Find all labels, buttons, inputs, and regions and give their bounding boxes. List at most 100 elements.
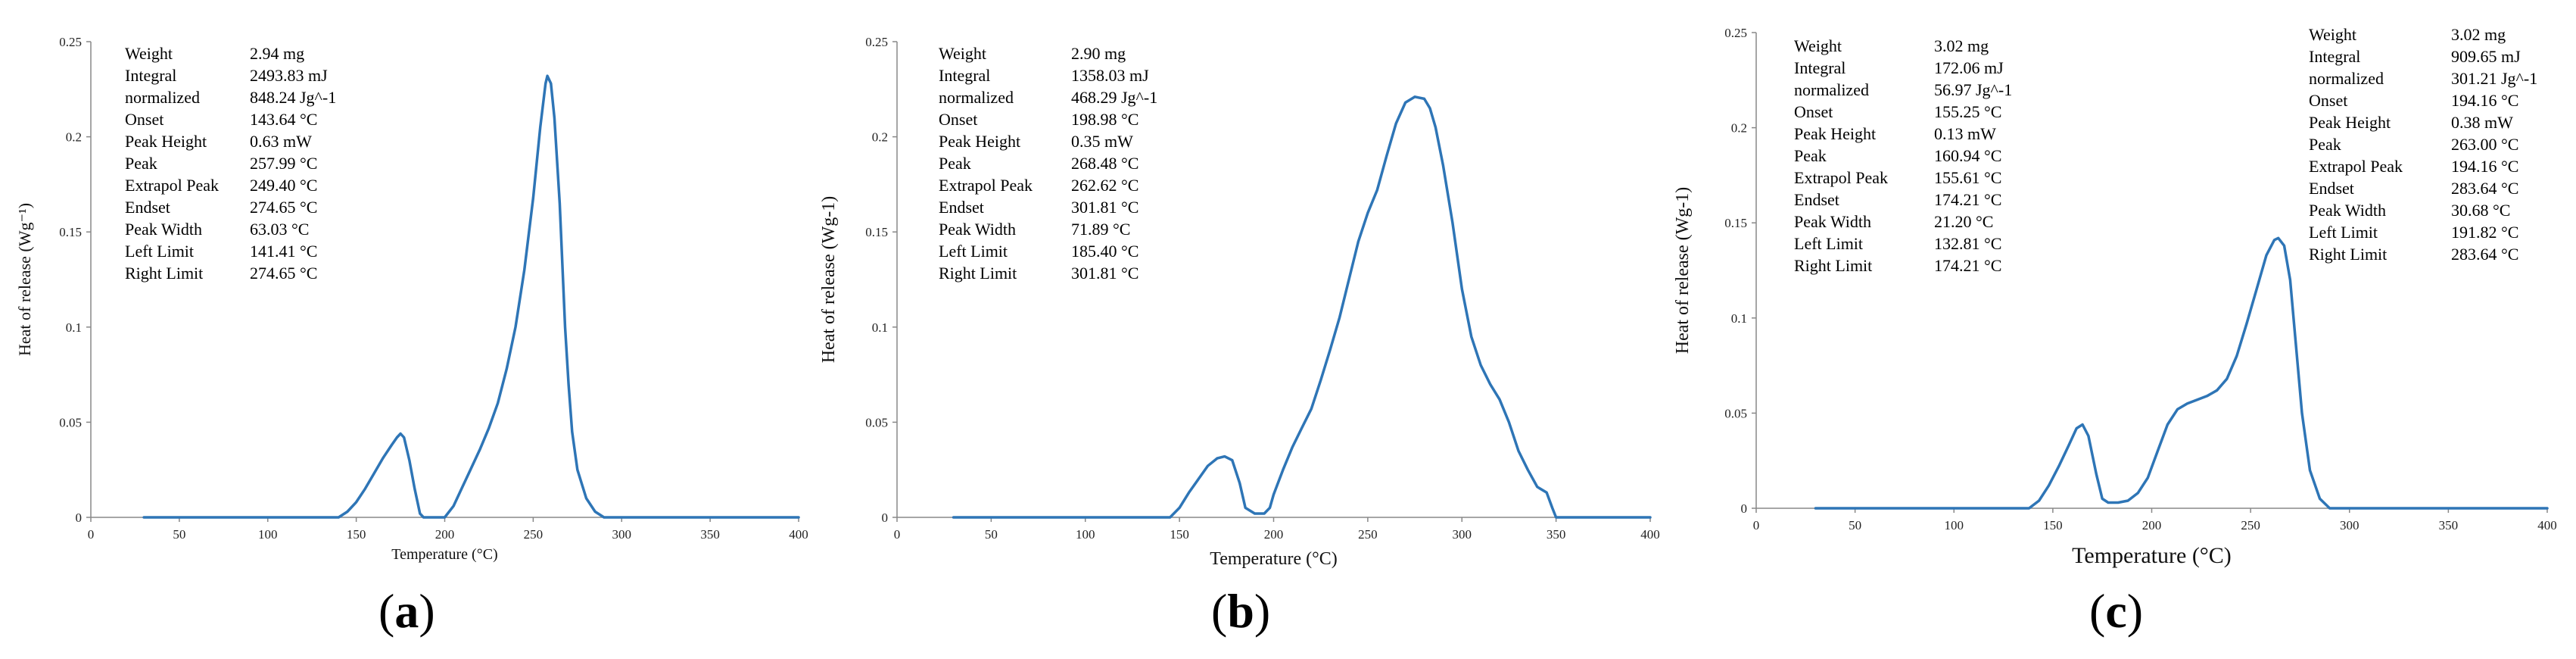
stat-value: 155.25 °C bbox=[1934, 102, 2001, 121]
y-tick-label: 0.05 bbox=[1724, 406, 1747, 420]
stat-value: 194.16 °C bbox=[2451, 157, 2518, 176]
stat-value: 2.90 mg bbox=[1071, 44, 1126, 63]
panel-label-a: (a) bbox=[378, 584, 435, 638]
x-tick-label: 200 bbox=[435, 527, 455, 542]
x-tick-label: 200 bbox=[1264, 527, 1284, 542]
y-tick-label: 0.2 bbox=[1731, 121, 1747, 136]
stat-label: Peak bbox=[125, 154, 157, 173]
y-tick-label: 0 bbox=[76, 511, 83, 525]
x-tick-label: 0 bbox=[1753, 518, 1760, 533]
stat-label: Peak Width bbox=[939, 220, 1016, 239]
x-tick-label: 300 bbox=[2340, 518, 2360, 533]
x-tick-label: 50 bbox=[985, 527, 998, 542]
x-tick-label: 150 bbox=[2043, 518, 2063, 533]
x-tick-label: 100 bbox=[258, 527, 278, 542]
stat-value: 263.00 °C bbox=[2451, 135, 2518, 154]
y-tick-label: 0.15 bbox=[865, 225, 888, 239]
stat-value: 274.65 °C bbox=[250, 198, 317, 217]
stat-label: Weight bbox=[2309, 25, 2356, 44]
stat-label: normalized bbox=[939, 88, 1014, 107]
stat-label: Integral bbox=[125, 66, 176, 85]
x-tick-label: 150 bbox=[347, 527, 366, 542]
stat-label: Weight bbox=[125, 44, 173, 63]
stat-label: Peak Width bbox=[2309, 201, 2386, 220]
stat-value: 2493.83 mJ bbox=[250, 66, 328, 85]
stat-value: 63.03 °C bbox=[250, 220, 309, 239]
stat-value: 301.81 °C bbox=[1071, 264, 1138, 283]
y-tick-label: 0.25 bbox=[59, 35, 82, 49]
stat-label: Right Limit bbox=[125, 264, 203, 283]
x-tick-label: 400 bbox=[2537, 518, 2557, 533]
stat-label: Integral bbox=[2309, 47, 2360, 66]
y-tick-label: 0.15 bbox=[59, 225, 82, 239]
stat-value: 71.89 °C bbox=[1071, 220, 1130, 239]
y-tick-label: 0.25 bbox=[1724, 26, 1747, 40]
stat-value: 56.97 Jg^-1 bbox=[1934, 80, 2012, 99]
x-tick-label: 250 bbox=[1358, 527, 1378, 542]
y-axis-label: Heat of release (Wg-1) bbox=[1673, 187, 1693, 354]
stat-value: 143.64 °C bbox=[250, 110, 317, 129]
y-axis-label: Heat of release (Wg⁻¹) bbox=[15, 203, 34, 356]
stat-value: 30.68 °C bbox=[2451, 201, 2510, 220]
x-axis-label: Temperature (°C) bbox=[1210, 549, 1338, 569]
stat-label: Weight bbox=[1794, 36, 1842, 55]
stat-label: Endset bbox=[125, 198, 170, 217]
x-tick-label: 0 bbox=[894, 527, 901, 542]
stat-label: Onset bbox=[125, 110, 164, 129]
stat-label: Peak Height bbox=[2309, 113, 2391, 132]
x-tick-label: 400 bbox=[789, 527, 808, 542]
stat-label: Left Limit bbox=[939, 242, 1008, 261]
x-tick-label: 250 bbox=[524, 527, 544, 542]
series-line bbox=[952, 95, 1652, 519]
stat-value: 0.63 mW bbox=[250, 132, 312, 151]
x-tick-label: 350 bbox=[1547, 527, 1566, 542]
stat-value: 172.06 mJ bbox=[1934, 58, 2004, 77]
stat-value: 257.99 °C bbox=[250, 154, 317, 173]
chart-panel-b: 0 0.05 0.1 0.15 0.2 0.25 0 50 100 150 200 250 300 350… bbox=[818, 0, 1673, 659]
stat-value: 191.82 °C bbox=[2451, 223, 2518, 242]
stat-label: normalized bbox=[125, 88, 200, 107]
stat-label: Peak Width bbox=[125, 220, 202, 239]
stat-label: normalized bbox=[1794, 80, 1869, 99]
x-axis-label: Temperature (°C) bbox=[2072, 543, 2232, 568]
x-tick-label: 300 bbox=[1453, 527, 1472, 542]
y-tick-label: 0.05 bbox=[59, 415, 82, 429]
x-tick-label: 250 bbox=[2241, 518, 2260, 533]
stat-value: 2.94 mg bbox=[250, 44, 304, 63]
y-tick-label: 0.1 bbox=[1731, 311, 1747, 326]
chart-c-svg: 0 0.05 0.1 0.15 0.2 0.25 0 50 100 150 200 250 300 350… bbox=[1673, 25, 2557, 568]
stat-label: Endset bbox=[1794, 190, 1839, 209]
y-tick-label: 0.05 bbox=[865, 415, 888, 429]
stat-label: normalized bbox=[2309, 69, 2384, 88]
panel-label-b: (b) bbox=[1211, 584, 1271, 638]
stat-label: Right Limit bbox=[939, 264, 1017, 283]
series-line bbox=[142, 74, 800, 519]
stat-label: Right Limit bbox=[2309, 245, 2387, 264]
x-tick-label: 100 bbox=[1945, 518, 1964, 533]
stat-label: Left Limit bbox=[125, 242, 194, 261]
y-tick-label: 0.1 bbox=[872, 320, 888, 335]
stat-label: Extrapol Peak bbox=[1794, 168, 1888, 187]
x-tick-label: 200 bbox=[2142, 518, 2162, 533]
stat-value: 468.29 Jg^-1 bbox=[1071, 88, 1157, 107]
stat-label: Onset bbox=[2309, 91, 2347, 110]
y-tick-label: 0 bbox=[1741, 501, 1748, 516]
stat-label: Integral bbox=[939, 66, 990, 85]
stat-value: 174.21 °C bbox=[1934, 256, 2001, 275]
stat-label: Right Limit bbox=[1794, 256, 1872, 275]
stat-value: 274.65 °C bbox=[250, 264, 317, 283]
stat-label: Extrapol Peak bbox=[2309, 157, 2403, 176]
stat-label: Integral bbox=[1794, 58, 1846, 77]
y-axis-label: Heat of release (Wg-1) bbox=[819, 196, 839, 364]
stat-label: Left Limit bbox=[1794, 234, 1863, 253]
stat-value: 141.41 °C bbox=[250, 242, 317, 261]
stat-label: Extrapol Peak bbox=[125, 176, 219, 195]
stat-value: 301.21 Jg^-1 bbox=[2451, 69, 2537, 88]
stat-value: 848.24 Jg^-1 bbox=[250, 88, 336, 107]
stat-label: Peak bbox=[2309, 135, 2341, 154]
chart-b-svg: 0 0.05 0.1 0.15 0.2 0.25 0 50 100 150 200 250 300 350… bbox=[819, 35, 1660, 569]
stat-label: Onset bbox=[1794, 102, 1833, 121]
x-tick-label: 350 bbox=[700, 527, 720, 542]
stat-value: 268.48 °C bbox=[1071, 154, 1138, 173]
panel-label-c: (c) bbox=[2089, 584, 2144, 638]
